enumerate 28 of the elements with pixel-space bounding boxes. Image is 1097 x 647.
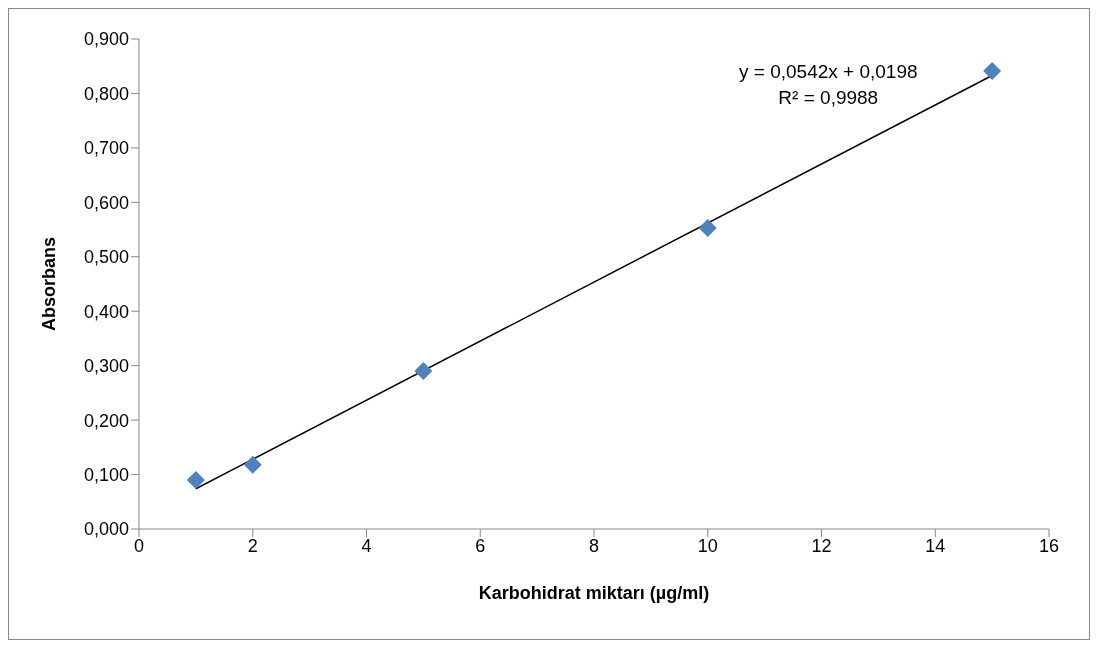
x-axis-title: Karbohidrat miktarı (µg/ml) (478, 583, 710, 603)
x-tick-label: 0 (133, 535, 145, 556)
y-tick-label: 0,900 (83, 29, 129, 50)
y-tick-label: 0,800 (83, 83, 129, 104)
annotation: y = 0,0542x + 0,0198 (739, 60, 918, 84)
x-tick-label: 16 (1038, 535, 1060, 556)
point (698, 218, 717, 237)
x-tick-label: 4 (361, 535, 372, 556)
y-tick-label: 0,200 (83, 410, 129, 431)
x-tick-label: 10 (697, 535, 718, 556)
x-tick-label: 6 (475, 535, 486, 556)
point (983, 62, 1002, 81)
x-tick-label: 12 (811, 535, 832, 556)
y-axis-title: Absorbans (39, 236, 60, 332)
y-tick-label: 0,000 (83, 519, 129, 540)
point (186, 471, 205, 489)
point (243, 455, 262, 474)
y-tick-label: 0,100 (83, 464, 129, 485)
annotation: R² = 0,9988 (777, 86, 880, 110)
y-tick-label: 0,700 (83, 138, 129, 159)
y-tick-label: 0,600 (83, 192, 129, 213)
x-tick-label: 14 (925, 535, 946, 556)
x-tick-label: 2 (247, 535, 258, 556)
point (414, 362, 433, 381)
y-tick-label: 0,400 (83, 301, 129, 322)
x-tick-label: 8 (588, 535, 600, 556)
y-tick-label: 0,500 (83, 247, 129, 268)
y-tick-label: 0,300 (83, 356, 129, 377)
